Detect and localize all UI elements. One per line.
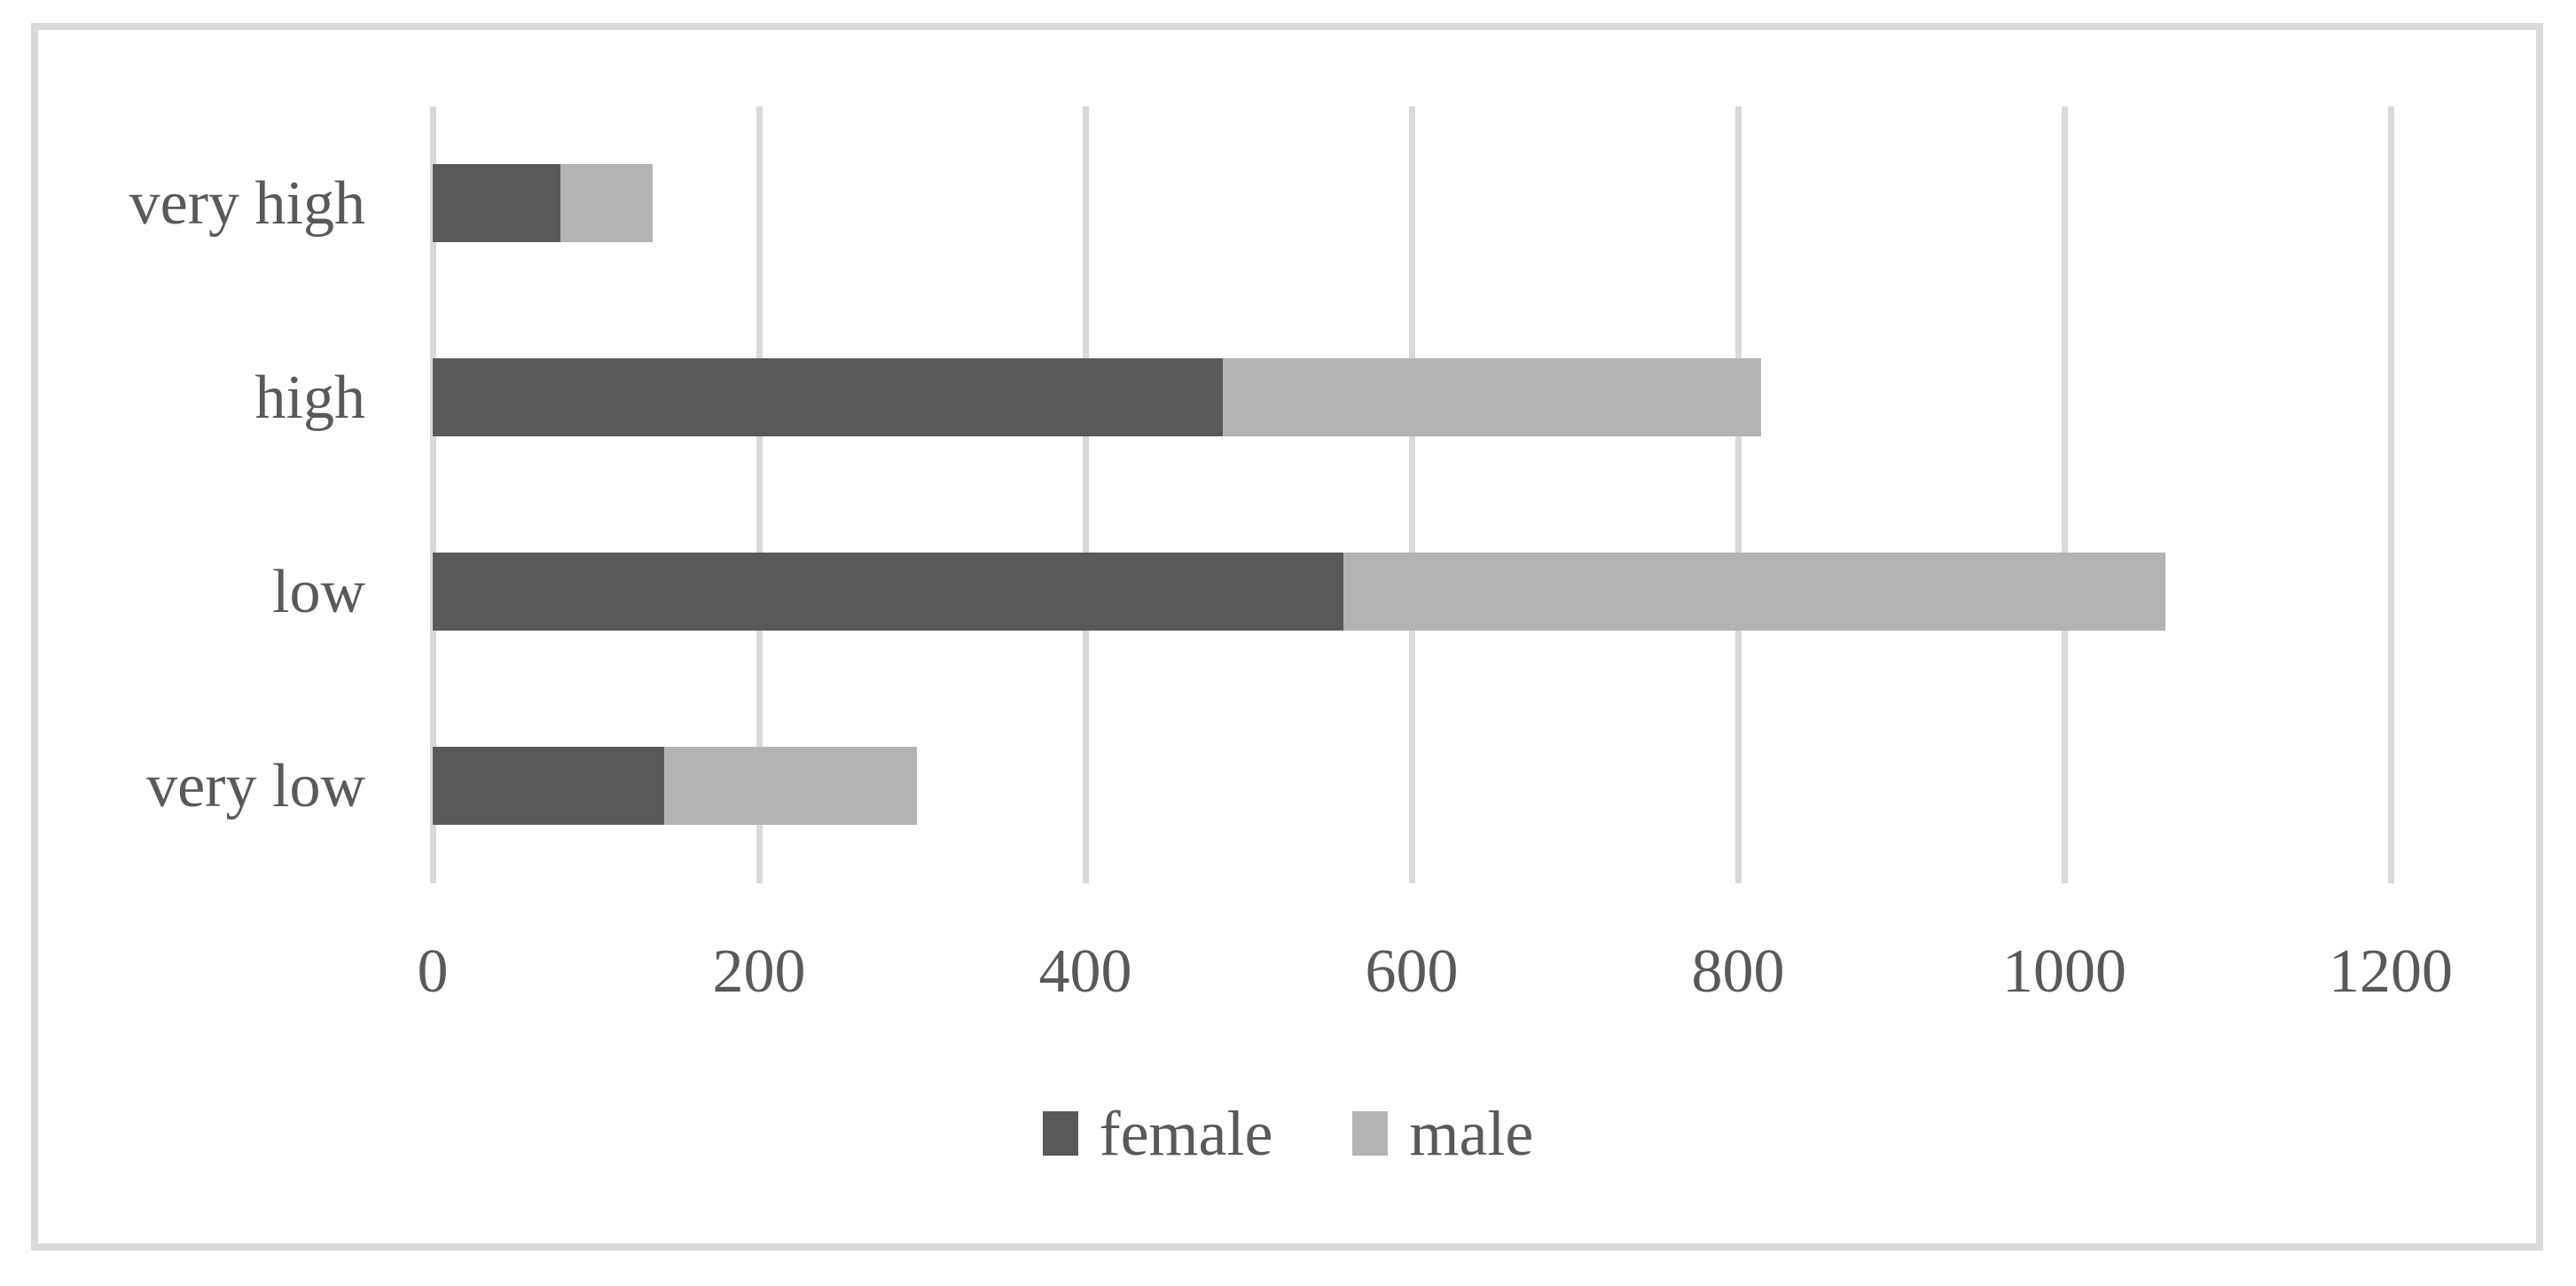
x-axis-label-0: 0 [417,937,449,1006]
y-axis: very high high low very low [53,106,365,883]
x-axis-label-1000: 1000 [2002,937,2126,1006]
bar-row-low [433,495,2391,689]
bar-segment-female-very-low [433,747,665,825]
x-axis-label-400: 400 [1038,937,1132,1006]
x-axis-label-1200: 1200 [2329,937,2453,1006]
x-axis-label-200: 200 [712,937,806,1006]
y-axis-label-very-low: very low [146,751,365,820]
y-axis-label-low: low [272,557,365,626]
legend: female male [0,1091,2576,1176]
bar-segment-female-low [433,553,1343,631]
y-axis-label-high: high [254,363,365,432]
x-axis-label-800: 800 [1691,937,1785,1006]
gridline-1200 [2387,106,2394,883]
bar-segment-male-very-high [560,164,654,242]
gridline-200 [756,106,763,883]
plot-area [429,106,2394,883]
gridline-800 [1734,106,1742,883]
gridline-0 [429,106,436,883]
bar-row-very-low [433,689,2391,883]
legend-label-male: male [1409,1097,1534,1169]
bar-segment-male-low [1343,553,2166,631]
y-axis-label-very-high: very high [129,169,365,238]
gridline-400 [1082,106,1089,883]
bar-segment-male-high [1222,358,1761,436]
legend-label-female: female [1099,1097,1273,1169]
bar-segment-female-high [433,358,1223,436]
legend-swatch-male [1352,1111,1389,1156]
bar-row-high [433,301,2391,495]
x-axis-label-600: 600 [1365,937,1459,1006]
gridline-1000 [2061,106,2068,883]
bar-segment-female-very-high [433,164,560,242]
gridline-600 [1408,106,1415,883]
x-axis: 0 200 400 600 800 1000 1200 [418,932,2454,1012]
bar-row-very-high [433,106,2391,301]
bar-segment-male-very-low [664,747,918,825]
legend-item-female: female [1042,1097,1273,1171]
legend-item-male: male [1352,1097,1533,1171]
legend-swatch-female [1042,1111,1078,1156]
